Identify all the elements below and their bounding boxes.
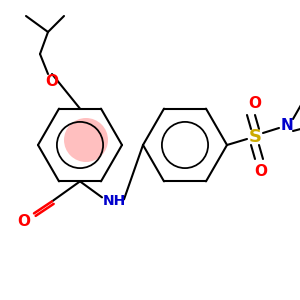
Text: O: O bbox=[46, 74, 59, 89]
Text: O: O bbox=[254, 164, 268, 178]
Text: S: S bbox=[248, 128, 262, 146]
Text: N: N bbox=[280, 118, 293, 133]
Text: O: O bbox=[17, 214, 31, 229]
Text: NH: NH bbox=[102, 194, 126, 208]
Text: O: O bbox=[248, 95, 262, 110]
Circle shape bbox=[64, 118, 108, 162]
